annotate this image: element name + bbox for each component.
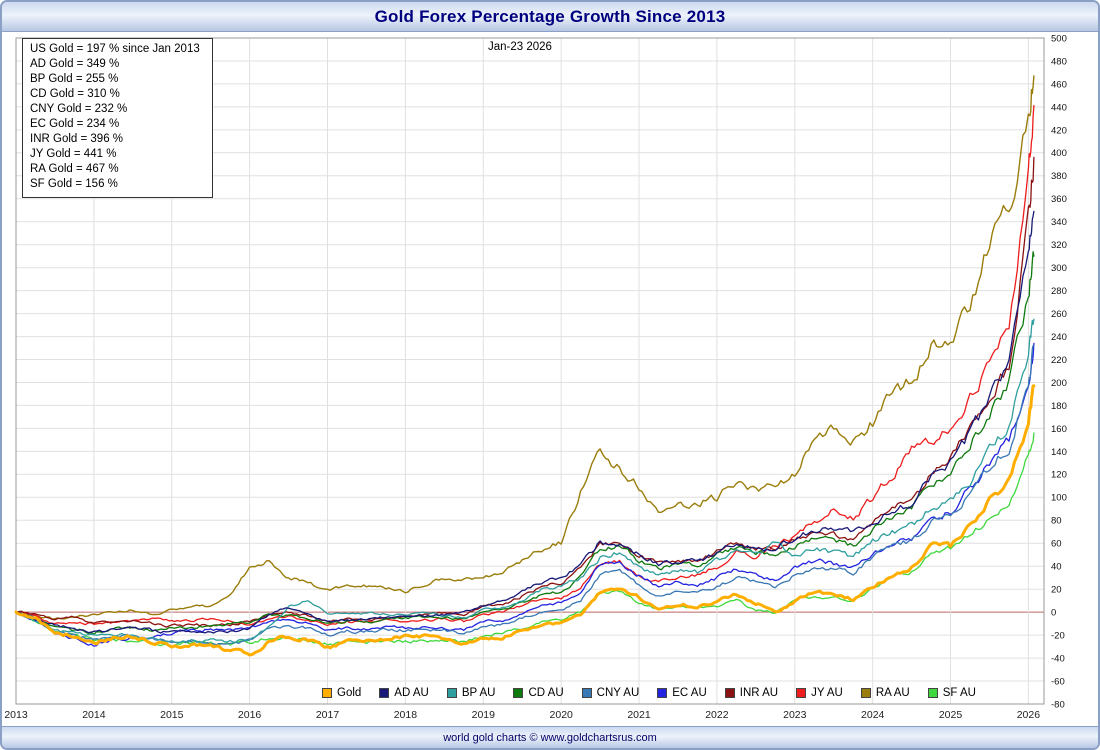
svg-text:-40: -40 xyxy=(1051,654,1065,665)
svg-text:2020: 2020 xyxy=(550,709,574,721)
svg-text:2016: 2016 xyxy=(238,709,262,721)
legend-label: CD AU xyxy=(528,687,564,699)
svg-text:2019: 2019 xyxy=(472,709,496,721)
svg-text:320: 320 xyxy=(1051,240,1067,251)
chart-area: -80 -60 -40 -20 0 20 40 60 80 100 120 140 160 180 200 2… xyxy=(2,32,1098,726)
stats-legend-box: US Gold = 197 % since Jan 2013 AD Gold =… xyxy=(22,38,213,198)
legend-label: CNY AU xyxy=(596,687,640,699)
svg-text:240: 240 xyxy=(1051,332,1067,343)
series-legend: Gold AD AU BP AU CD AU CNY AU EC AU INR AU JY A… xyxy=(322,687,976,699)
legend-label: EC AU xyxy=(672,687,707,699)
svg-text:180: 180 xyxy=(1051,401,1067,412)
footer-text: world gold charts © www.goldchartsrus.co… xyxy=(443,731,657,744)
stats-line: SF Gold = 156 % xyxy=(30,178,118,190)
svg-text:380: 380 xyxy=(1051,171,1067,182)
legend-label: INR AU xyxy=(739,687,779,699)
legend-item-ec-au: EC AU xyxy=(657,687,707,699)
legend-swatch-icon xyxy=(927,688,938,698)
svg-text:20: 20 xyxy=(1051,585,1062,596)
svg-text:0: 0 xyxy=(1051,608,1056,619)
legend-swatch-icon xyxy=(581,688,592,698)
stats-line: BP Gold = 255 % xyxy=(30,73,119,85)
svg-text:160: 160 xyxy=(1051,424,1067,435)
svg-text:2023: 2023 xyxy=(783,709,807,721)
svg-text:2025: 2025 xyxy=(939,709,963,721)
svg-text:120: 120 xyxy=(1051,470,1067,481)
svg-text:2021: 2021 xyxy=(627,709,651,721)
svg-text:440: 440 xyxy=(1051,102,1067,113)
svg-text:80: 80 xyxy=(1051,516,1062,527)
legend-swatch-icon xyxy=(724,688,735,698)
legend-item-gold: Gold xyxy=(322,687,361,699)
legend-item-cd-au: CD AU xyxy=(513,687,564,699)
svg-text:260: 260 xyxy=(1051,309,1067,320)
legend-label: Gold xyxy=(337,687,362,699)
legend-swatch-icon xyxy=(657,688,668,698)
svg-text:60: 60 xyxy=(1051,539,1062,550)
legend-item-ad-au: AD AU xyxy=(379,687,429,699)
svg-text:-20: -20 xyxy=(1051,631,1065,642)
svg-text:140: 140 xyxy=(1051,447,1067,458)
svg-text:500: 500 xyxy=(1051,33,1067,44)
legend-swatch-icon xyxy=(379,688,390,698)
legend-label: AD AU xyxy=(394,687,429,699)
legend-item-jy-au: JY AU xyxy=(796,687,843,699)
legend-swatch-icon xyxy=(322,688,332,698)
svg-text:200: 200 xyxy=(1051,378,1067,389)
svg-text:460: 460 xyxy=(1051,79,1067,90)
svg-text:340: 340 xyxy=(1051,217,1067,228)
svg-text:2015: 2015 xyxy=(160,709,184,721)
title-bar: Gold Forex Percentage Growth Since 2013 xyxy=(2,2,1098,32)
stats-line: RA Gold = 467 % xyxy=(30,163,119,175)
legend-swatch-icon xyxy=(446,688,457,698)
legend-item-sf-au: SF AU xyxy=(927,687,976,699)
stats-line: EC Gold = 234 % xyxy=(30,118,120,130)
svg-text:2018: 2018 xyxy=(394,709,418,721)
legend-label: SF AU xyxy=(942,687,976,699)
svg-text:2022: 2022 xyxy=(705,709,729,721)
stats-line: AD Gold = 349 % xyxy=(30,58,120,70)
svg-text:-60: -60 xyxy=(1051,676,1065,687)
svg-text:360: 360 xyxy=(1051,194,1067,205)
svg-text:40: 40 xyxy=(1051,562,1062,573)
stats-line: US Gold = 197 % since Jan 2013 xyxy=(30,43,200,55)
legend-swatch-icon xyxy=(513,688,524,698)
legend-item-bp-au: BP AU xyxy=(446,687,496,699)
svg-text:-80: -80 xyxy=(1051,699,1065,710)
svg-text:2013: 2013 xyxy=(4,709,28,721)
stats-line: JY Gold = 441 % xyxy=(30,148,117,160)
svg-text:2014: 2014 xyxy=(82,709,106,721)
svg-text:2017: 2017 xyxy=(316,709,340,721)
svg-text:220: 220 xyxy=(1051,355,1067,366)
svg-text:400: 400 xyxy=(1051,148,1067,159)
svg-text:2026: 2026 xyxy=(1017,709,1041,721)
legend-item-ra-au: RA AU xyxy=(860,687,910,699)
legend-item-cny-au: CNY AU xyxy=(581,687,640,699)
footer-bar: world gold charts © www.goldchartsrus.co… xyxy=(2,726,1098,748)
legend-swatch-icon xyxy=(860,688,871,698)
svg-text:100: 100 xyxy=(1051,493,1067,504)
svg-text:280: 280 xyxy=(1051,286,1067,297)
stats-line: INR Gold = 396 % xyxy=(30,133,124,145)
svg-text:300: 300 xyxy=(1051,263,1067,274)
stats-line: CNY Gold = 232 % xyxy=(30,103,128,115)
svg-text:420: 420 xyxy=(1051,125,1067,136)
legend-swatch-icon xyxy=(796,688,807,698)
legend-label: BP AU xyxy=(461,687,496,699)
date-label: Jan-23 2026 xyxy=(488,41,552,53)
stats-line: CD Gold = 310 % xyxy=(30,88,120,100)
legend-item-inr-au: INR AU xyxy=(724,687,779,699)
legend-label: RA AU xyxy=(875,687,910,699)
legend-label: JY AU xyxy=(811,687,843,699)
svg-text:2024: 2024 xyxy=(861,709,885,721)
chart-title: Gold Forex Percentage Growth Since 2013 xyxy=(374,6,726,26)
svg-text:480: 480 xyxy=(1051,56,1067,67)
